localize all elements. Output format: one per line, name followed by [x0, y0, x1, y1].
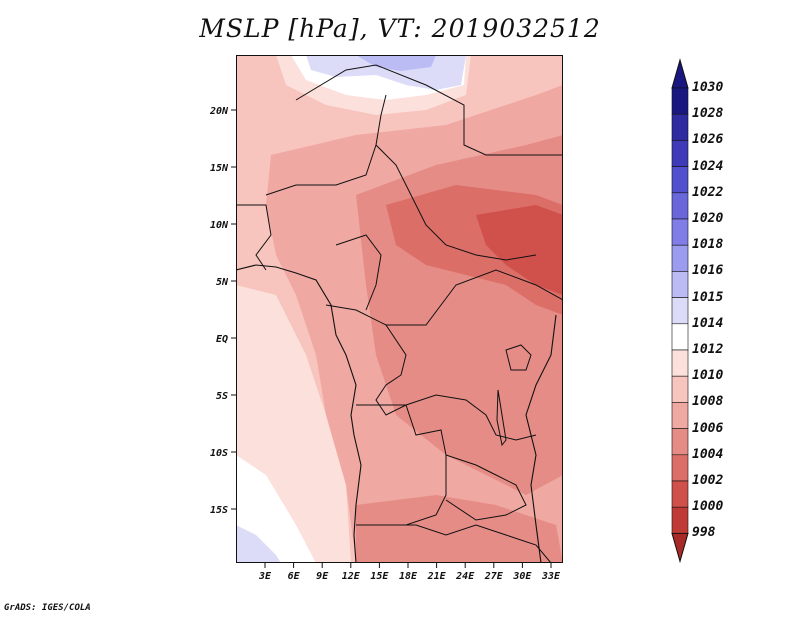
field-1002: [476, 205, 563, 295]
colorbar: [671, 58, 689, 564]
colorbar-bin: [671, 402, 689, 429]
border-north: [295, 64, 563, 156]
x-tick-label: 24E: [455, 571, 475, 582]
field-north-high2: [356, 55, 436, 71]
lake-tanganyika: [496, 389, 507, 447]
colorbar-bin: [671, 428, 689, 456]
x-tick-label: 9E: [316, 571, 329, 582]
colorbar-bin: [671, 297, 689, 325]
colorbar-bin: [671, 375, 689, 403]
colorbar-bin: [671, 323, 689, 351]
colorbar-label: 1022: [692, 184, 724, 200]
colorbar-bin: [671, 506, 689, 534]
colorbar-label: 1002: [692, 473, 724, 488]
colorbar-label: 1000: [692, 499, 724, 515]
coastline: [236, 264, 362, 563]
colorbar-bottom-cap: [671, 532, 689, 564]
grads-credit: GrADS: IGES/COLA: [4, 603, 91, 613]
x-tick-label: 21E: [427, 571, 447, 582]
map-svg: [236, 55, 563, 563]
colorbar-label: 1016: [692, 263, 724, 279]
colorbar-label: 1012: [692, 342, 724, 357]
colorbar-label: 1018: [692, 237, 724, 253]
lake-victoria: [505, 344, 532, 371]
y-tick-label: 15S: [210, 505, 228, 516]
colorbar-label: 1024: [692, 158, 724, 174]
colorbar-label: 998: [692, 525, 716, 541]
colorbar-label: 1008: [692, 394, 724, 410]
colorbar-bin: [671, 271, 689, 298]
y-tick-label: 5S: [216, 391, 228, 402]
colorbar-bin: [671, 480, 689, 508]
colorbar-label: 1015: [692, 289, 724, 305]
colorbar-label: 1006: [692, 420, 724, 436]
coastline-east: [525, 314, 557, 563]
y-tick-label: EQ: [216, 334, 228, 345]
y-tick-label: 5N: [216, 277, 229, 288]
colorbar-bin: [671, 218, 689, 246]
y-tick-label: 10S: [210, 448, 228, 459]
axes-layer: 20N 15N 10N 5N EQ 5S 10S 15S 3E 6E 9E 12E 15E 18E 21E 2…: [209, 106, 561, 582]
border-central: [325, 269, 563, 326]
x-tick-label: 30E: [512, 571, 532, 582]
colorbar-bin: [671, 113, 689, 141]
colorbar-bin: [671, 244, 689, 272]
x-tick-label: 33E: [541, 571, 561, 582]
y-tick-label: 10N: [210, 220, 229, 231]
border-namibia: [356, 524, 552, 563]
border-cameroon: [335, 234, 382, 311]
x-tick-label: 18E: [399, 571, 418, 582]
colorbar-bin: [671, 87, 689, 115]
chart-title: MSLP [hPa], VT: 2019032512: [199, 14, 601, 43]
y-tick-label: 15N: [210, 163, 229, 174]
border-sahel: [265, 94, 387, 196]
y-tick-label: 20N: [209, 106, 229, 117]
colorbar-label: 1004: [692, 446, 724, 462]
colorbar-label: 1028: [692, 106, 724, 122]
x-tick-label: 12E: [342, 571, 361, 582]
colorbar-bin: [671, 140, 689, 167]
x-tick-label: 27E: [484, 571, 504, 582]
border-lake-chad: [375, 144, 537, 261]
colorbar-label: 1010: [692, 368, 724, 384]
mslp-map: 20N 15N 10N 5N EQ 5S 10S 15S 3E 6E 9E 12E 15E 18E 21E 2…: [209, 55, 563, 582]
x-tick-label: 15E: [370, 571, 389, 582]
border-west-africa: [236, 204, 272, 271]
colorbar-label: 1020: [692, 211, 724, 226]
border-zambia: [445, 454, 527, 521]
colorbar-bin: [671, 454, 689, 482]
colorbar-label: 1026: [692, 132, 724, 148]
colorbar-top-cap: [671, 58, 689, 89]
x-tick-label: 6E: [288, 571, 301, 582]
x-tick-label: 3E: [258, 571, 272, 582]
map-frame: [236, 55, 563, 563]
colorbar-bin: [671, 192, 689, 220]
colorbar-bin: [671, 349, 689, 377]
colorbar-bin: [671, 166, 689, 194]
colorbar-label: 1030: [692, 80, 724, 95]
colorbar-label: 1014: [692, 315, 724, 331]
field-high-sw: [236, 525, 281, 563]
